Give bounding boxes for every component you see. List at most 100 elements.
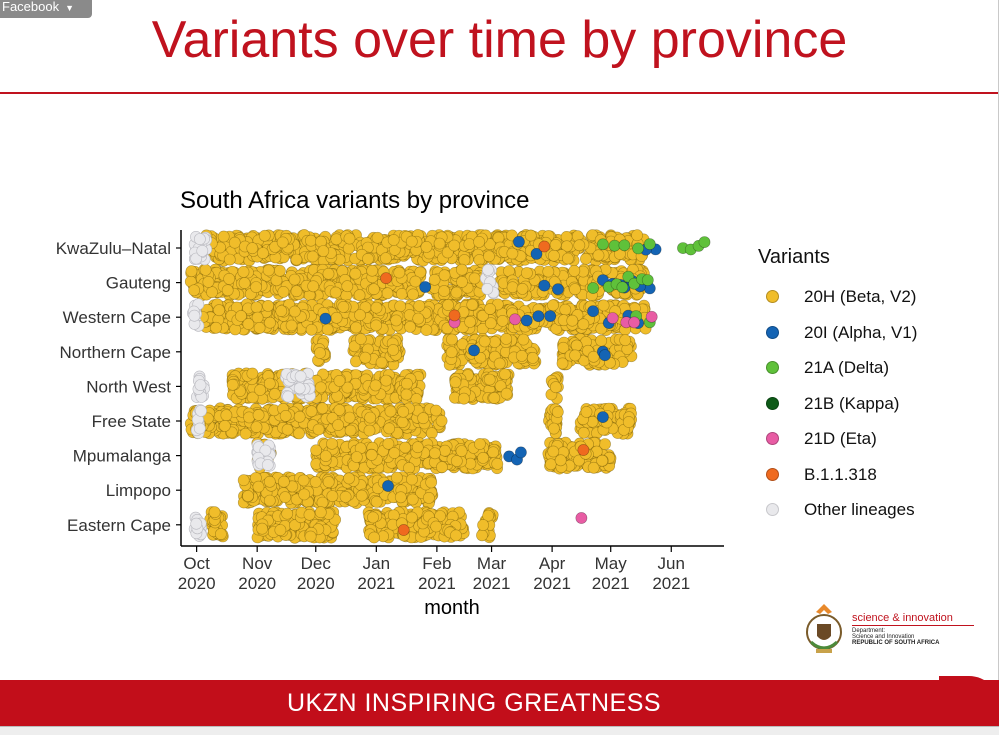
data-point [405, 235, 418, 248]
data-point [257, 247, 269, 259]
data-point [597, 299, 610, 312]
data-point [500, 387, 513, 400]
data-point [619, 334, 632, 347]
data-point [417, 412, 430, 425]
data-point [397, 405, 410, 418]
data-point [384, 405, 397, 418]
data-point [253, 321, 266, 334]
legend-label: B.1.1.318 [804, 464, 877, 484]
facebook-tab[interactable]: Facebook ▼ [0, 0, 92, 18]
data-point [343, 472, 355, 485]
data-point [463, 238, 476, 250]
data-point [559, 303, 572, 316]
data-point [223, 253, 236, 266]
data-point [592, 249, 605, 262]
data-point [488, 336, 501, 348]
slide-title: Variants over time by province [151, 11, 848, 69]
data-point [483, 373, 496, 386]
data-point [362, 253, 374, 265]
legend-label: 20I (Alpha, V1) [804, 322, 918, 342]
data-point [482, 264, 494, 276]
x-tick-label: 2021 [473, 574, 511, 593]
data-point [387, 234, 400, 246]
data-point [218, 419, 231, 432]
y-tick-label: KwaZulu–Natal [56, 239, 171, 258]
data-point [395, 288, 408, 300]
data-point [288, 273, 301, 286]
data-point [316, 402, 329, 415]
data-point [468, 344, 480, 357]
data-point [445, 333, 458, 346]
data-point [428, 447, 441, 460]
data-point [641, 274, 654, 286]
data-point [258, 229, 271, 242]
data-point [515, 446, 527, 459]
data-point [457, 392, 470, 405]
data-point [499, 368, 511, 381]
data-point [493, 357, 506, 370]
y-tick-label: Mpumalanga [73, 447, 172, 466]
data-point [420, 324, 433, 336]
y-tick-label: Northern Cape [59, 343, 171, 362]
data-point [548, 422, 560, 435]
data-point [314, 381, 327, 394]
data-point [580, 406, 593, 418]
data-point [380, 272, 392, 285]
data-point [390, 314, 403, 327]
data-point [547, 299, 559, 312]
data-point [235, 310, 247, 322]
data-point [228, 236, 241, 249]
dsi-logo: science & innovation Department: Science… [800, 600, 990, 660]
data-point [455, 263, 468, 276]
data-point [217, 230, 230, 243]
legend-label: 21B (Kappa) [804, 393, 900, 413]
data-point [438, 269, 451, 282]
data-point [577, 318, 590, 331]
x-tick-label: 2021 [592, 574, 630, 593]
data-point [521, 267, 533, 279]
coat-of-arms-icon [806, 604, 842, 653]
data-point [380, 374, 392, 387]
data-point [645, 310, 658, 323]
data-point [400, 388, 413, 401]
y-tick-label: Eastern Cape [67, 516, 171, 535]
y-tick-label: North West [86, 377, 171, 396]
data-point [569, 349, 581, 362]
data-point [355, 489, 368, 502]
data-point [515, 349, 528, 362]
data-point [596, 454, 609, 467]
data-point [458, 254, 471, 266]
data-point [369, 379, 382, 392]
legend-label: 21A (Delta) [804, 358, 890, 377]
data-point [303, 508, 316, 521]
data-point [496, 314, 509, 327]
data-point [277, 286, 290, 298]
data-point [332, 419, 344, 431]
data-point [199, 264, 212, 276]
data-point [319, 312, 332, 325]
data-point [411, 441, 424, 454]
data-point [367, 283, 380, 296]
data-point [275, 305, 288, 317]
data-point [252, 480, 265, 493]
data-point [350, 321, 362, 334]
logo-name: science & innovation [852, 612, 953, 624]
data-point [343, 232, 356, 245]
data-point [213, 304, 225, 317]
data-point [445, 346, 458, 359]
legend-label: 21D (Eta) [804, 429, 877, 448]
data-point [294, 370, 307, 383]
data-point [317, 245, 330, 257]
data-point [326, 437, 338, 450]
data-point [476, 309, 489, 322]
data-point [306, 250, 319, 263]
data-point [368, 531, 380, 544]
data-point [375, 356, 388, 369]
data-point [382, 480, 394, 492]
data-point [237, 474, 250, 487]
data-point [587, 305, 599, 318]
y-tick-label: Western Cape [63, 308, 171, 327]
data-point [520, 314, 533, 327]
x-tick-label: Feb [422, 554, 451, 573]
